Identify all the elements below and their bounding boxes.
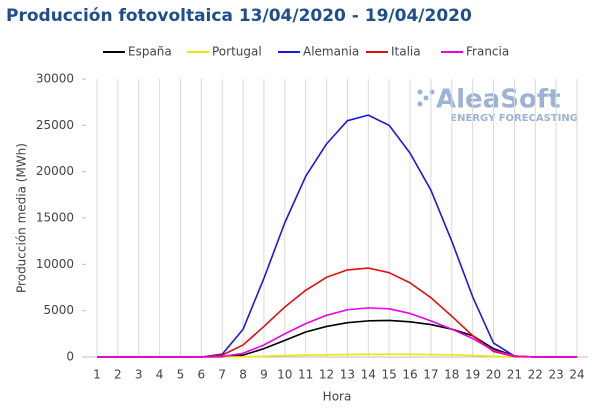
x-tick-label: 15 (382, 368, 397, 382)
chart-title: Producción fotovoltaica 13/04/2020 - 19/… (6, 6, 472, 26)
x-tick-label: 23 (548, 368, 563, 382)
legend-label: Francia (466, 45, 509, 59)
x-tick-label: 9 (260, 368, 268, 382)
legend-item: Italia (366, 45, 421, 59)
x-tick-label: 17 (423, 368, 438, 382)
x-tick-label: 22 (528, 368, 543, 382)
y-tick-label: 10000 (36, 257, 74, 271)
logo-dot (423, 95, 429, 101)
y-tick-label: 0 (66, 350, 74, 364)
series-line (97, 307, 577, 358)
legend-label: España (128, 45, 172, 59)
series-line (97, 114, 577, 358)
y-tick-label: 30000 (36, 72, 74, 86)
legend-item: Portugal (187, 45, 262, 59)
x-axis-label: Hora (323, 390, 352, 404)
legend-item: Alemania (278, 45, 359, 59)
legend-label: Italia (391, 45, 421, 59)
x-tick-label: 11 (298, 368, 313, 382)
logo-dot (417, 101, 423, 107)
legend-label: Portugal (212, 45, 262, 59)
x-tick-label: 14 (361, 368, 376, 382)
x-tick-label: 10 (277, 368, 292, 382)
x-tick-label: 12 (319, 368, 334, 382)
series-line (97, 319, 577, 358)
y-axis-label: Producción media (MWh) (15, 143, 29, 293)
x-tick-label: 6 (198, 368, 206, 382)
x-tick-label: 2 (114, 368, 122, 382)
x-tick-label: 18 (444, 368, 459, 382)
x-tick-label: 13 (340, 368, 355, 382)
x-tick-label: 21 (507, 368, 522, 382)
x-tick-label: 1 (93, 368, 101, 382)
legend-item: España (103, 45, 172, 59)
watermark: AleaSoft ENERGY FORECASTING (417, 85, 578, 124)
x-tick-label: 19 (465, 368, 480, 382)
x-tick-label: 8 (239, 368, 247, 382)
y-tick-label: 15000 (36, 211, 74, 225)
y-tick-label: 20000 (36, 164, 74, 178)
x-tick-label: 20 (486, 368, 501, 382)
x-tick-label: 4 (156, 368, 164, 382)
x-tick-label: 3 (135, 368, 143, 382)
logo-dot (417, 89, 423, 95)
x-tick-label: 7 (218, 368, 226, 382)
watermark-brand: AleaSoft (436, 85, 561, 115)
legend-item: Francia (441, 45, 509, 59)
y-tick-label: 5000 (43, 303, 74, 317)
x-tick-label: 5 (177, 368, 185, 382)
x-tick-label: 16 (402, 368, 417, 382)
x-tick-label: 24 (569, 368, 584, 382)
logo-dot (429, 89, 435, 95)
y-tick-label: 25000 (36, 118, 74, 132)
legend-label: Alemania (303, 45, 359, 59)
